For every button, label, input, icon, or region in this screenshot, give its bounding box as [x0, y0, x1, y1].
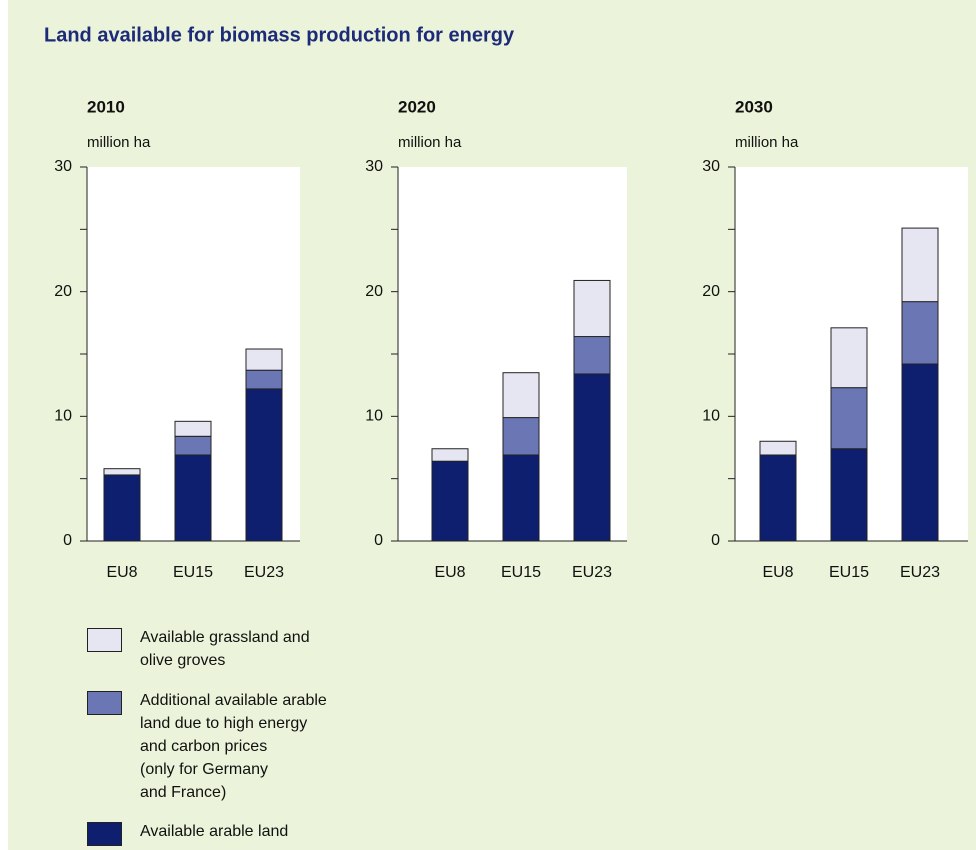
- bar-segment: [245, 348, 283, 371]
- legend-item: Available arable land: [87, 822, 327, 846]
- y-tick-label: 20: [702, 283, 720, 300]
- legend-item: Additional available arable land due to …: [87, 690, 327, 804]
- bar-segment: [573, 279, 611, 338]
- bar-segment: [174, 454, 212, 542]
- legend: Available arable land Additional availabl…: [87, 628, 327, 846]
- bar-segment: [502, 417, 540, 456]
- x-tick-label: EU8: [762, 564, 793, 581]
- y-tick-label: 0: [374, 532, 383, 549]
- x-tick-label: EU15: [501, 564, 541, 581]
- x-tick-label: EU23: [572, 564, 612, 581]
- legend-swatch: [87, 628, 122, 652]
- bar-segment: [245, 369, 283, 390]
- legend-label: Additional available arable land due to …: [140, 691, 327, 801]
- x-tick-label: EU8: [106, 564, 137, 581]
- bar-segment: [759, 454, 797, 542]
- bar-segment: [174, 435, 212, 456]
- bar-segment: [431, 448, 469, 462]
- legend-swatch: [87, 822, 122, 846]
- bar-segment: [245, 388, 283, 542]
- y-tick-label: 10: [365, 408, 383, 425]
- bar-segment: [174, 420, 212, 437]
- x-tick-label: EU23: [900, 564, 940, 581]
- chart-title: 2030: [735, 97, 773, 116]
- y-tick-label: 20: [365, 283, 383, 300]
- page-title: Land available for biomass production fo…: [44, 24, 515, 46]
- bar-segment: [573, 336, 611, 375]
- x-tick-label: EU15: [173, 564, 213, 581]
- x-tick-label: EU8: [434, 564, 465, 581]
- legend-label: Available arable land: [140, 823, 289, 840]
- bar-segment: [830, 327, 868, 389]
- y-tick-label: 30: [365, 158, 383, 175]
- bar-segment: [830, 387, 868, 450]
- bar-segment: [830, 448, 868, 542]
- legend-swatch: [87, 690, 122, 715]
- bar-segment: [901, 301, 939, 365]
- axis-unit: million ha: [398, 134, 462, 151]
- x-tick-label: EU23: [244, 564, 284, 581]
- bar-segment: [103, 474, 141, 542]
- bar-segment: [759, 440, 797, 456]
- y-tick-label: 30: [54, 158, 72, 175]
- y-tick-label: 20: [54, 283, 72, 300]
- axis-unit: million ha: [735, 134, 799, 151]
- bar-segment: [502, 372, 540, 419]
- chart-title: 2020: [398, 97, 436, 116]
- bar-segment: [502, 454, 540, 542]
- y-tick-label: 30: [702, 158, 720, 175]
- bar-segment: [573, 373, 611, 542]
- x-tick-label: EU15: [829, 564, 869, 581]
- y-tick-label: 0: [63, 532, 72, 549]
- y-tick-label: 10: [702, 408, 720, 425]
- axis-unit: million ha: [87, 134, 151, 151]
- y-tick-label: 0: [711, 532, 720, 549]
- legend-item: Available grassland and olive groves: [87, 628, 327, 672]
- bar-segment: [431, 460, 469, 542]
- legend-label: Available grassland and olive groves: [140, 629, 310, 669]
- bar-segment: [901, 227, 939, 303]
- y-tick-label: 10: [54, 408, 72, 425]
- chart-title: 2010: [87, 97, 125, 116]
- bar-segment: [103, 468, 141, 476]
- bar-segment: [901, 363, 939, 542]
